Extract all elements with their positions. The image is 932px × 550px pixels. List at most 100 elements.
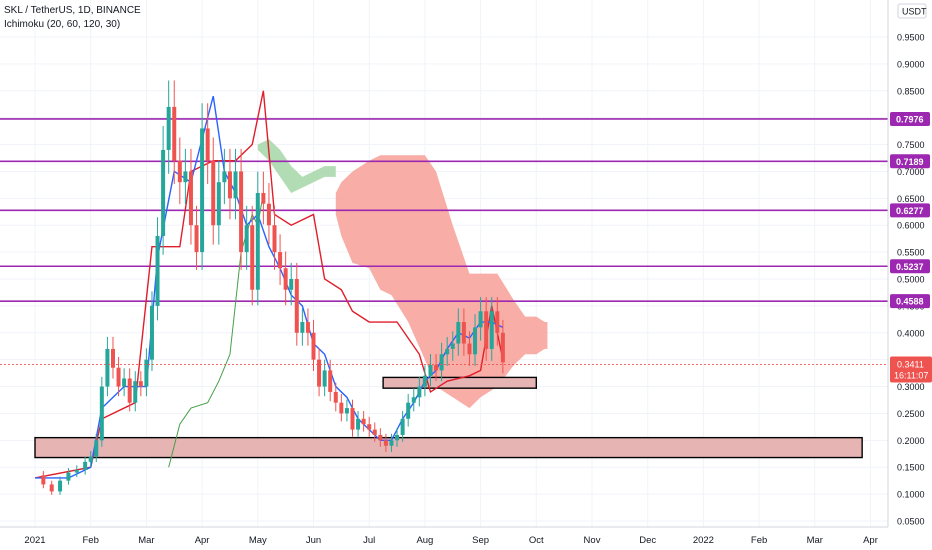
candle-body bbox=[395, 434, 400, 441]
level-price-tag bbox=[890, 294, 930, 309]
currency-label[interactable]: USDT bbox=[902, 7, 927, 17]
candle-body bbox=[328, 370, 333, 392]
candle-body bbox=[400, 418, 405, 435]
candle-body bbox=[74, 469, 79, 473]
candle-body bbox=[344, 408, 349, 414]
candle-body bbox=[294, 279, 299, 333]
candle-body bbox=[250, 225, 255, 290]
price-tick-label: 0.7000 bbox=[897, 167, 925, 177]
candle-body bbox=[300, 322, 305, 333]
price-tick-label: 0.9000 bbox=[897, 59, 925, 69]
candle-body bbox=[361, 418, 366, 425]
currency-label-box[interactable] bbox=[897, 3, 927, 19]
candle-body bbox=[227, 171, 232, 199]
candle-body bbox=[367, 424, 372, 430]
candle-body bbox=[266, 203, 271, 226]
candle-body bbox=[305, 322, 310, 333]
price-tick-label: 0.1500 bbox=[897, 463, 925, 473]
price-tick-label: 0.8500 bbox=[897, 86, 925, 96]
ichimoku-cloud-bearish bbox=[335, 155, 548, 409]
time-tick-label: May bbox=[249, 535, 267, 546]
candle-countdown-text: 16:11:07 bbox=[894, 370, 928, 380]
level-price-tag-text: 0.6277 bbox=[896, 206, 924, 216]
candle-body bbox=[356, 418, 361, 430]
support-zone-2[interactable] bbox=[34, 436, 863, 459]
ichimoku-cloud-bullish bbox=[257, 139, 336, 193]
level-price-tag-text: 0.7976 bbox=[896, 114, 924, 124]
price-tick-label: 0.1000 bbox=[897, 490, 925, 500]
candle-body bbox=[177, 160, 182, 183]
price-tick-label: 0.9500 bbox=[897, 33, 925, 43]
time-tick-label: Jun bbox=[306, 535, 321, 546]
candle-body bbox=[138, 381, 143, 387]
candle-body bbox=[322, 370, 327, 387]
candle-body bbox=[422, 375, 427, 387]
time-tick-label: Dec bbox=[639, 535, 656, 546]
candle-body bbox=[188, 171, 193, 226]
candle-body bbox=[445, 348, 450, 355]
candle-body bbox=[411, 397, 416, 403]
candle-body bbox=[83, 461, 88, 470]
level-price-tag-text: 0.7189 bbox=[896, 157, 924, 167]
candle-body bbox=[144, 359, 149, 387]
candle-body bbox=[94, 440, 99, 457]
candle-body bbox=[406, 402, 411, 419]
price-tick-label: 0.2000 bbox=[897, 436, 925, 446]
candle-body bbox=[389, 440, 394, 446]
candle-body bbox=[166, 106, 171, 150]
candle-body bbox=[127, 378, 132, 403]
candle-body bbox=[489, 311, 494, 349]
candle-body bbox=[350, 408, 355, 430]
candle-body bbox=[200, 128, 205, 253]
price-tick-label: 0.4000 bbox=[897, 328, 925, 338]
level-price-tag bbox=[890, 154, 930, 169]
time-tick-label: Jul bbox=[363, 535, 375, 546]
time-tick-label: Apr bbox=[863, 535, 878, 546]
price-tick-label: 0.6500 bbox=[897, 194, 925, 204]
candle-body bbox=[58, 480, 63, 492]
candle-body bbox=[155, 235, 160, 306]
candle-body bbox=[194, 225, 199, 253]
time-tick-label: 2021 bbox=[24, 535, 45, 546]
candle-body bbox=[216, 182, 221, 226]
candle-body bbox=[372, 429, 377, 435]
level-price-tag bbox=[890, 203, 930, 218]
symbol-title[interactable]: SKL / TetherUS, 1D, BINANCE bbox=[4, 5, 141, 16]
time-tick-label: Feb bbox=[751, 535, 767, 546]
candle-body bbox=[116, 367, 121, 387]
candle-body bbox=[500, 332, 505, 363]
candle-body bbox=[289, 279, 294, 290]
time-tick-label: Nov bbox=[584, 535, 601, 546]
time-tick-label: Apr bbox=[195, 535, 210, 546]
candle-body bbox=[439, 354, 444, 371]
candle-body bbox=[239, 171, 244, 253]
candle-body bbox=[183, 171, 188, 183]
candle-body bbox=[434, 365, 439, 371]
level-price-tag-text: 0.5237 bbox=[896, 262, 924, 272]
candle-body bbox=[456, 322, 461, 344]
price-axis-bg bbox=[888, 0, 932, 550]
candle-body bbox=[311, 332, 316, 360]
candle-body bbox=[317, 359, 322, 387]
current-price-text: 0.3411 bbox=[897, 359, 924, 369]
level-price-tag bbox=[890, 259, 930, 274]
candle-body bbox=[378, 434, 383, 441]
price-tick-label: 0.2500 bbox=[897, 409, 925, 419]
candle-body bbox=[49, 484, 54, 492]
candle-body bbox=[272, 225, 277, 253]
candle-body bbox=[122, 378, 127, 387]
support-zone-1[interactable] bbox=[382, 376, 538, 389]
level-price-tag bbox=[890, 111, 930, 126]
indicator-title[interactable]: Ichimoku (20, 60, 120, 30) bbox=[4, 19, 121, 30]
candle-body bbox=[333, 391, 338, 403]
candle-body bbox=[339, 402, 344, 414]
time-tick-label: Oct bbox=[529, 535, 544, 546]
candle-body bbox=[417, 386, 422, 398]
candle-body bbox=[478, 311, 483, 328]
candle-body bbox=[473, 327, 478, 355]
candle-body bbox=[205, 128, 210, 161]
price-tick-label: 0.6000 bbox=[897, 221, 925, 231]
candle-body bbox=[495, 311, 500, 333]
candle-body bbox=[105, 348, 110, 387]
